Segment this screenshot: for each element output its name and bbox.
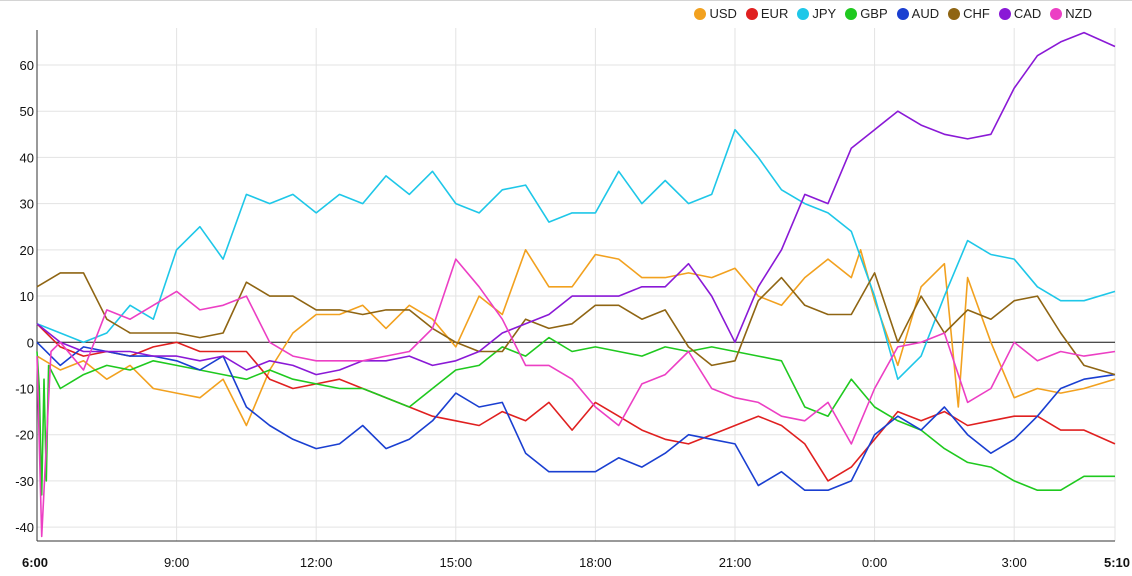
legend-label: EUR (760, 6, 789, 21)
legend-label: USD (709, 6, 737, 21)
legend-swatch (845, 7, 858, 20)
legend-label: JPY (812, 6, 837, 21)
series-line-eur (36, 323, 1116, 482)
x-tick-label: 5:10 (1104, 555, 1130, 570)
legend-item-eur[interactable]: EUR (745, 6, 789, 21)
legend-swatch (694, 7, 707, 20)
series-line-aud (36, 341, 1116, 491)
legend-item-nzd[interactable]: NZD (1050, 6, 1092, 21)
legend-label: GBP (860, 6, 888, 21)
x-tick-label: 18:00 (579, 555, 612, 570)
legend-swatch (797, 7, 810, 20)
x-tick-label: 21:00 (719, 555, 752, 570)
series-line-nzd (36, 258, 1116, 538)
legend-item-aud[interactable]: AUD (896, 6, 940, 21)
legend-label: AUD (911, 6, 940, 21)
y-tick-label: 10 (20, 289, 34, 304)
x-tick-label: 9:00 (164, 555, 189, 570)
series-line-usd (36, 249, 1116, 427)
legend-swatch (998, 7, 1011, 20)
y-tick-label: -30 (15, 474, 34, 489)
x-tick-label: 15:00 (440, 555, 473, 570)
y-tick-label: -10 (15, 381, 34, 396)
y-tick-label: 60 (20, 58, 34, 73)
series-line-jpy (36, 128, 1116, 380)
legend-item-gbp[interactable]: GBP (845, 6, 888, 21)
y-tick-label: -20 (15, 428, 34, 443)
legend-item-jpy[interactable]: JPY (797, 6, 836, 21)
y-tick-label: -40 (15, 520, 34, 535)
series-line-cad (36, 31, 1116, 376)
x-tick-label: 6:00 (22, 555, 48, 570)
legend-label: CHF (963, 6, 990, 21)
top-border (0, 0, 1132, 1)
legend-label: CAD (1013, 6, 1042, 21)
y-tick-label: 0 (27, 335, 34, 350)
y-tick-label: 40 (20, 150, 34, 165)
legend-item-chf[interactable]: CHF (948, 6, 990, 21)
y-tick-label: 20 (20, 243, 34, 258)
x-tick-label: 0:00 (862, 555, 887, 570)
x-tick-label: 3:00 (1002, 555, 1027, 570)
legend-swatch (1050, 7, 1063, 20)
x-tick-label: 12:00 (300, 555, 333, 570)
legend-label: NZD (1065, 6, 1092, 21)
y-tick-label: 30 (20, 197, 34, 212)
series-line-gbp (36, 336, 1115, 496)
legend-item-cad[interactable]: CAD (998, 6, 1042, 21)
legend-swatch (896, 7, 909, 20)
y-tick-label: 50 (20, 104, 34, 119)
legend-swatch (948, 7, 961, 20)
legend-swatch (745, 7, 758, 20)
legend-item-usd[interactable]: USD (694, 6, 737, 21)
chart-legend: USD EUR JPY GBP AUD CHF CAD NZD (685, 6, 1092, 21)
series-line-chf (36, 272, 1116, 376)
